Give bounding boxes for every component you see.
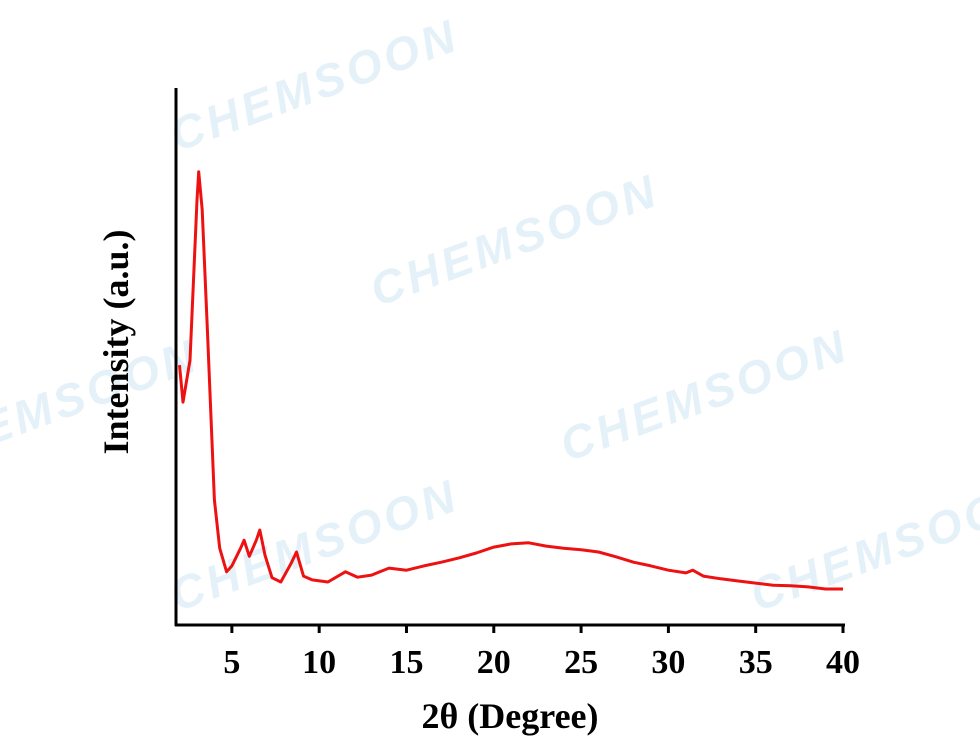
watermark: CHEMSOON (163, 9, 465, 161)
watermark: CHEMSOON (743, 469, 980, 621)
x-axis-title: 2θ (Degree) (421, 696, 598, 736)
watermark: CHEMSOON (553, 319, 855, 471)
data-line (178, 170, 843, 591)
x-tick-label: 40 (826, 644, 860, 681)
watermark: CHEMSOON (163, 469, 465, 621)
y-axis-title: Intensity (a.u.) (96, 229, 136, 454)
x-tick-label: 30 (651, 644, 685, 681)
x-tick-label: 20 (477, 644, 511, 681)
x-tick-label: 10 (302, 644, 336, 681)
x-tick-label: 5 (223, 644, 240, 681)
watermark: CHEMSOON (363, 164, 665, 316)
x-tick-label: 35 (739, 644, 773, 681)
x-tick-label: 15 (389, 644, 423, 681)
x-tick-label: 25 (564, 644, 598, 681)
